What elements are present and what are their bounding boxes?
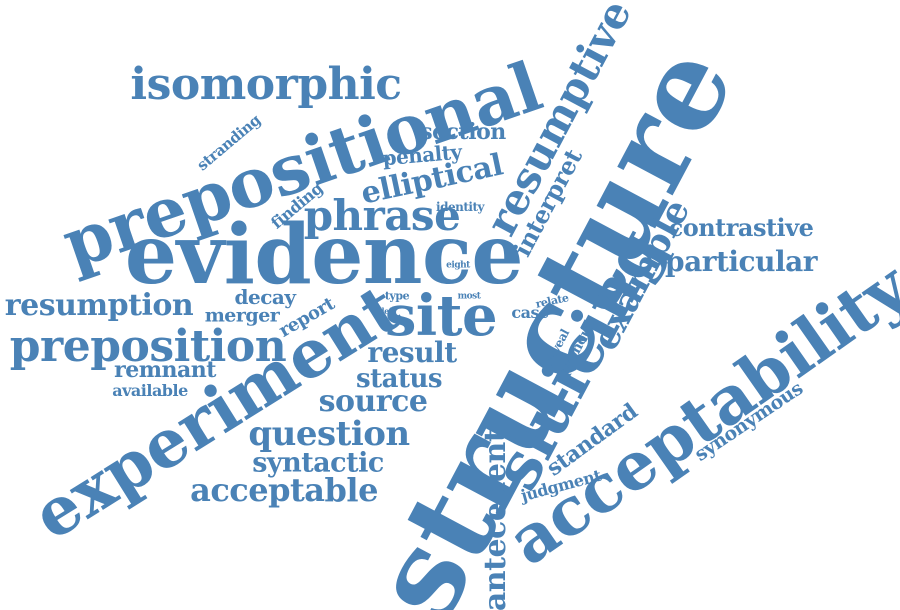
word-status: status (355, 364, 443, 394)
word-source: source (318, 384, 428, 419)
word-cleft: cleft (377, 306, 395, 316)
word-case: case (511, 303, 549, 322)
word-result: result (367, 336, 457, 369)
word-phrase: phrase (303, 191, 461, 240)
word-decay: decay (234, 285, 296, 309)
word-penalty: penalty (381, 139, 463, 171)
word-acceptable: acceptable (190, 471, 378, 509)
word-most: most (457, 291, 481, 302)
word-particular: particular (665, 245, 817, 278)
word-resumption: resumption (4, 288, 194, 323)
word-question: question (248, 414, 410, 454)
word-available: available (112, 381, 188, 400)
word-site: site (384, 283, 498, 349)
word-preposition: preposition (9, 321, 287, 372)
word-antecedent: antecedent (478, 428, 513, 610)
word-contrastive: contrastive (668, 213, 814, 242)
word-type: type (384, 289, 410, 303)
word-eight: eight (446, 260, 470, 271)
word-section: section (420, 119, 506, 145)
word-syntactic: syntactic (252, 447, 384, 479)
word-remnant: remnant (114, 357, 216, 383)
word-merger: merger (204, 304, 280, 327)
word-isomorphic: isomorphic (130, 59, 402, 110)
word-identity: identity (436, 200, 484, 214)
word-evidence: evidence (124, 207, 524, 303)
